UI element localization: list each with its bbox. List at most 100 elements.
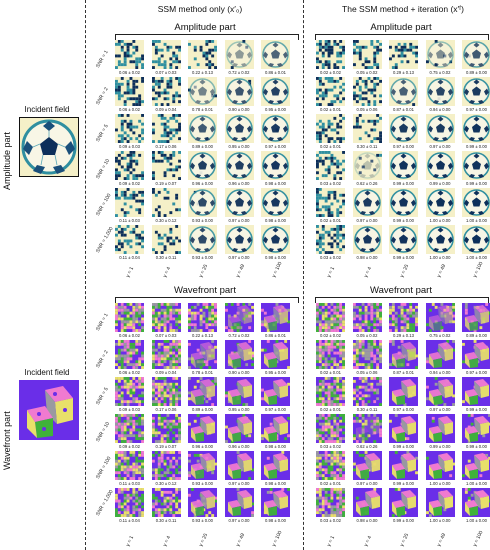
wave-tile bbox=[224, 377, 254, 406]
wave-tile bbox=[261, 451, 290, 480]
fidelity-value: 0.98 ± 0.00 bbox=[356, 518, 378, 523]
snr-label: SNR = 5 bbox=[95, 123, 110, 143]
wave-tile bbox=[151, 340, 181, 369]
amp-tile bbox=[261, 225, 290, 254]
wave-tile bbox=[352, 303, 382, 332]
gamma-label: γ = 100 bbox=[472, 530, 485, 548]
fidelity-value: 0.99 ± 0.00 bbox=[393, 255, 414, 260]
fidelity-value: 0.03 ± 0.02 bbox=[320, 181, 341, 186]
amp-tile bbox=[316, 40, 345, 69]
snr-label: SNR = 1,000 bbox=[95, 226, 115, 254]
amp-tile bbox=[261, 188, 290, 217]
amp-tile bbox=[188, 151, 217, 180]
fidelity-value: 0.78 ± 0.01 bbox=[192, 370, 213, 375]
fidelity-value: 0.98 ± 0.00 bbox=[265, 444, 286, 449]
fidelity-value: 0.93 ± 0.00 bbox=[192, 255, 213, 260]
gamma-label: γ = 1 bbox=[326, 266, 337, 279]
amp-tile bbox=[188, 225, 217, 254]
fidelity-value: 0.30 ± 0.11 bbox=[356, 144, 378, 149]
fidelity-value: 0.30 ± 0.11 bbox=[356, 407, 378, 412]
wave-tile bbox=[115, 414, 144, 443]
fidelity-value: 0.05 ± 0.06 bbox=[356, 107, 378, 112]
amp-tile bbox=[462, 40, 490, 69]
amp-tile bbox=[188, 40, 217, 69]
fidelity-value: 0.06 ± 0.02 bbox=[119, 107, 140, 112]
wave-tile bbox=[425, 488, 455, 517]
fidelity-value: 0.86 ± 0.01 bbox=[265, 333, 286, 338]
wave-tile bbox=[389, 377, 418, 406]
amp-tile bbox=[462, 114, 490, 143]
amp-tile bbox=[316, 225, 345, 254]
snr-label: SNR = 1,000 bbox=[95, 489, 115, 517]
amp-tile bbox=[115, 114, 144, 143]
amp-incident-field-image bbox=[19, 117, 79, 177]
fidelity-value: 0.89 ± 0.00 bbox=[466, 333, 487, 338]
wave-tile bbox=[115, 488, 144, 517]
column-divider-middle bbox=[303, 0, 304, 550]
wave-tile bbox=[188, 488, 217, 517]
fidelity-value: 0.03 ± 0.02 bbox=[320, 444, 341, 449]
fidelity-value: 0.19 ± 0.07 bbox=[155, 444, 177, 449]
gamma-label: γ = 25 bbox=[399, 263, 411, 279]
wave-tile bbox=[188, 377, 217, 406]
fidelity-value: 0.09 ± 0.03 bbox=[119, 144, 140, 149]
fidelity-value: 0.96 ± 0.00 bbox=[228, 181, 250, 186]
fidelity-value: 0.97 ± 0.00 bbox=[265, 407, 286, 412]
amp-tile bbox=[115, 151, 144, 180]
fidelity-value: 0.02 ± 0.01 bbox=[320, 407, 341, 412]
gamma-label: γ = 4 bbox=[161, 535, 172, 548]
wave-tile bbox=[224, 340, 254, 369]
wave-tile bbox=[389, 414, 418, 443]
amp-tile bbox=[389, 77, 418, 106]
fidelity-value: 0.97 ± 0.00 bbox=[356, 481, 378, 486]
wave-tile bbox=[352, 414, 382, 443]
fidelity-value: 0.03 ± 0.02 bbox=[320, 518, 341, 523]
wave-tile bbox=[188, 451, 217, 480]
fidelity-value: 1.00 ± 0.00 bbox=[429, 255, 451, 260]
fidelity-value: 0.99 ± 0.00 bbox=[429, 444, 451, 449]
snr-label: SNR = 1 bbox=[95, 49, 110, 69]
wave-left-section-title: Wavefront part bbox=[174, 285, 236, 296]
fidelity-value: 0.99 ± 0.00 bbox=[466, 144, 487, 149]
amp-tile bbox=[352, 188, 382, 217]
amp-tile bbox=[389, 225, 418, 254]
gamma-label: γ = 4 bbox=[161, 266, 172, 279]
wave-tile bbox=[316, 414, 345, 443]
amp-tile bbox=[188, 77, 217, 106]
wave-tile bbox=[425, 451, 455, 480]
fidelity-value: 0.90 ± 0.00 bbox=[228, 107, 250, 112]
snr-label: SNR = 2 bbox=[95, 349, 110, 369]
fidelity-value: 0.02 ± 0.02 bbox=[320, 333, 341, 338]
fidelity-value: 0.06 ± 0.02 bbox=[119, 333, 140, 338]
fidelity-value: 0.98 ± 0.00 bbox=[265, 181, 286, 186]
gamma-label: γ = 49 bbox=[234, 532, 246, 548]
gamma-label: γ = 100 bbox=[271, 530, 284, 548]
fidelity-value: 0.97 ± 0.00 bbox=[228, 218, 250, 223]
fidelity-value: 0.05 ± 0.02 bbox=[356, 333, 378, 338]
amp-left-bracket bbox=[115, 34, 299, 40]
amp-tile bbox=[352, 151, 382, 180]
fidelity-value: 0.93 ± 0.00 bbox=[192, 518, 213, 523]
fidelity-value: 0.11 ± 0.03 bbox=[119, 481, 140, 486]
wave-tile bbox=[188, 340, 217, 369]
snr-label: SNR = 100 bbox=[95, 455, 113, 480]
wave-tile bbox=[462, 340, 490, 369]
wave-tile bbox=[316, 451, 345, 480]
fidelity-value: 0.95 ± 0.00 bbox=[265, 107, 286, 112]
wave-tile bbox=[115, 340, 144, 369]
fidelity-value: 0.87 ± 0.01 bbox=[393, 370, 414, 375]
fidelity-value: 0.72 ± 0.02 bbox=[228, 70, 250, 75]
amp-tile bbox=[115, 77, 144, 106]
amp-tile bbox=[425, 225, 455, 254]
wave-tile bbox=[261, 414, 290, 443]
fidelity-value: 0.99 ± 0.00 bbox=[393, 481, 414, 486]
fidelity-value: 0.89 ± 0.00 bbox=[192, 407, 213, 412]
amp-tile bbox=[462, 225, 490, 254]
amp-tile bbox=[389, 151, 418, 180]
amp-tile bbox=[316, 151, 345, 180]
fidelity-value: 0.93 ± 0.00 bbox=[192, 481, 213, 486]
fidelity-value: 0.99 ± 0.00 bbox=[466, 407, 487, 412]
fidelity-value: 0.17 ± 0.06 bbox=[155, 144, 177, 149]
fidelity-value: 0.96 ± 0.00 bbox=[228, 444, 250, 449]
fidelity-value: 0.17 ± 0.06 bbox=[155, 407, 177, 412]
